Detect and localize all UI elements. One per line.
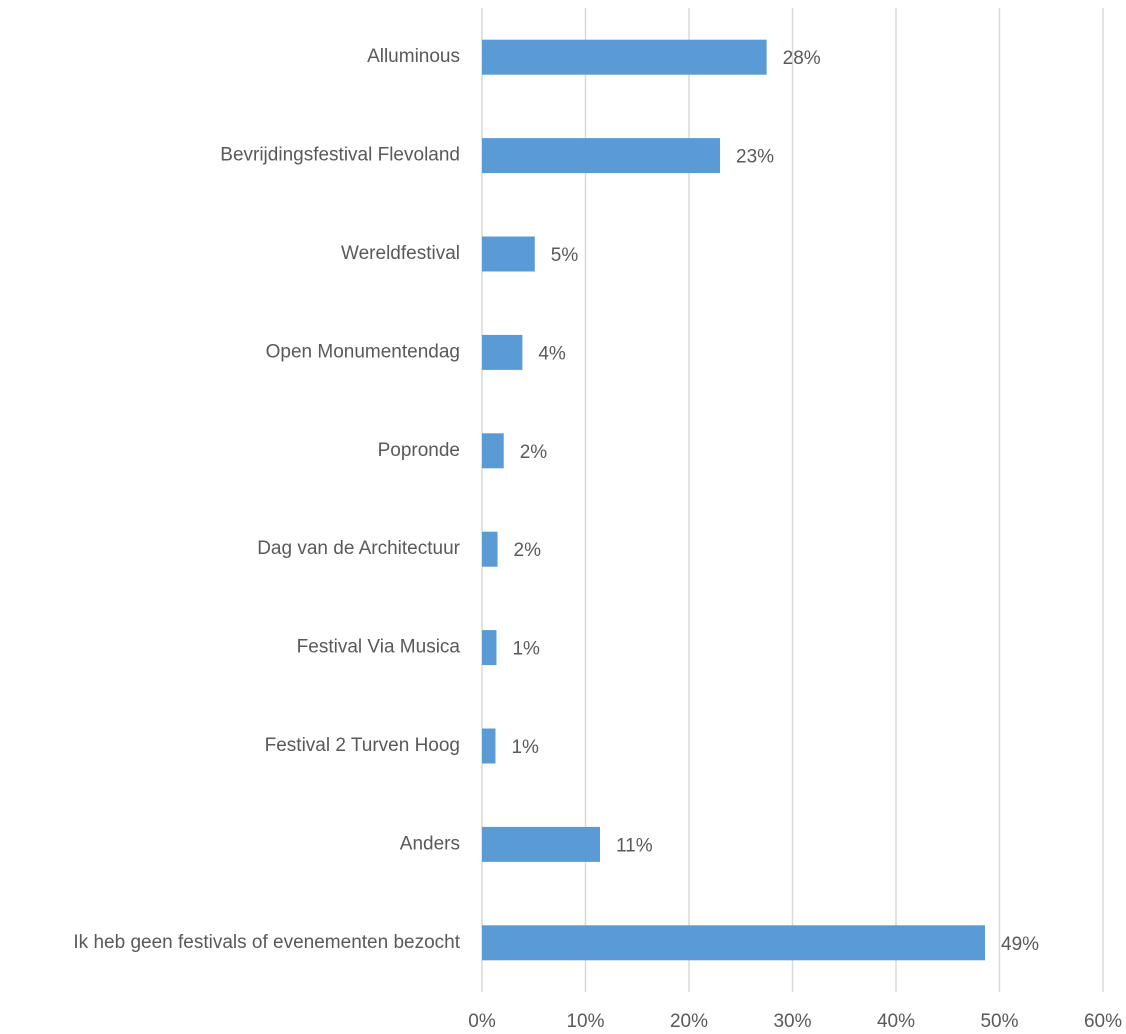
data-label: 28% — [783, 48, 821, 69]
y-tick-label: Festival 2 Turven Hoog — [265, 735, 460, 756]
y-tick-label: Popronde — [378, 440, 460, 461]
y-tick-label: Alluminous — [367, 46, 460, 67]
y-tick-label: Festival Via Musica — [297, 637, 461, 658]
data-label: 11% — [616, 835, 653, 856]
x-tick-label: 30% — [773, 1011, 811, 1032]
y-tick-label: Dag van de Architectuur — [257, 538, 460, 559]
data-label: 2% — [514, 540, 542, 561]
x-tick-label: 0% — [468, 1011, 496, 1032]
data-label: 1% — [512, 639, 540, 660]
x-tick-label: 20% — [670, 1011, 708, 1032]
x-tick-label: 50% — [980, 1011, 1018, 1032]
bar — [482, 334, 523, 370]
data-label: 2% — [520, 442, 548, 463]
data-label: 49% — [1001, 934, 1039, 955]
bar — [482, 433, 504, 469]
bar — [482, 925, 986, 961]
data-label: 4% — [538, 343, 566, 364]
y-tick-label: Bevrijdingsfestival Flevoland — [220, 145, 460, 166]
bar — [482, 728, 496, 764]
x-tick-label: 60% — [1084, 1011, 1122, 1032]
bar — [482, 39, 767, 75]
bar — [482, 138, 721, 174]
y-tick-label: Open Monumentendag — [266, 341, 460, 362]
x-tick-label: 40% — [877, 1011, 915, 1032]
y-tick-label: Ik heb geen festivals of evenementen bez… — [73, 932, 460, 953]
data-label: 5% — [551, 245, 579, 266]
bar — [482, 630, 497, 666]
bar — [482, 826, 600, 862]
data-label: 23% — [736, 147, 774, 168]
y-tick-label: Anders — [400, 833, 460, 854]
bar — [482, 236, 535, 272]
y-tick-label: Wereldfestival — [341, 243, 460, 264]
bar — [482, 531, 498, 567]
x-tick-label: 10% — [566, 1011, 604, 1032]
data-label: 1% — [511, 737, 539, 758]
